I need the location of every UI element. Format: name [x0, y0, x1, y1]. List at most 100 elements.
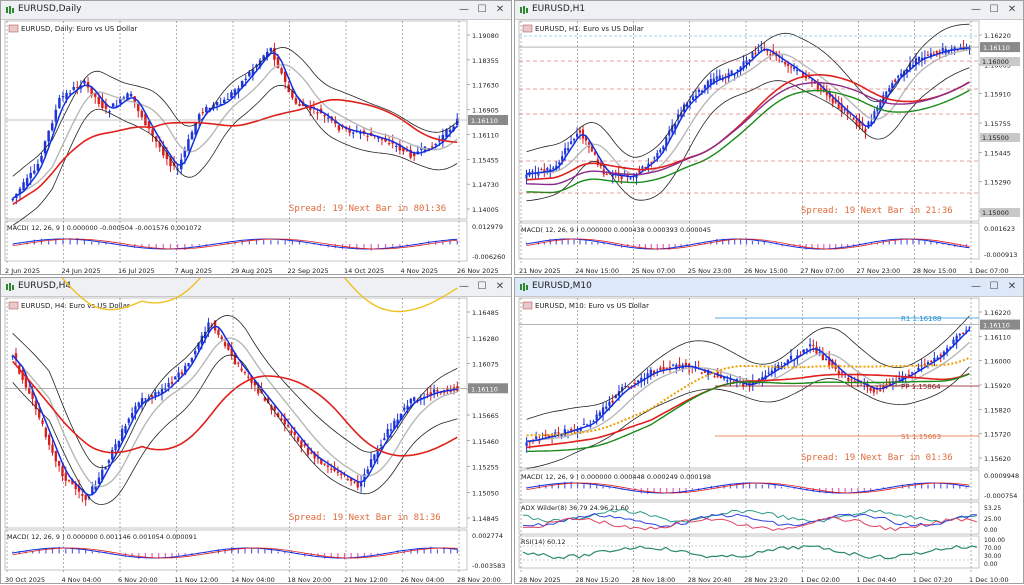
restore-button[interactable]: ☐ [989, 4, 999, 15]
candle-body [426, 394, 429, 396]
candle-body [438, 140, 441, 142]
chart-window-m10[interactable]: EURUSD,M10 — ☐ ✕ EURUSD, M10: Euro vs US… [514, 277, 1024, 584]
macd-histogram-bar [573, 239, 575, 245]
price-tag-label: 1.15500 [982, 134, 1009, 142]
parabolic-sar [526, 356, 970, 437]
macd-histogram-bar [399, 244, 401, 248]
candle-body [197, 342, 200, 349]
adx-label: ADX Wilder(8) 36.79 24.96 21.60 [521, 504, 629, 512]
chart-window-h1[interactable]: EURUSD,H1 — ☐ ✕ EURUSD, H1: Euro vs US D… [514, 0, 1024, 275]
macd-histogram-bar [603, 242, 605, 245]
candle-body [656, 153, 659, 158]
minimize-button[interactable]: — [459, 4, 469, 15]
candle-body [801, 71, 805, 76]
price-axis-label: 1.18355 [472, 57, 499, 65]
rsi-label: RSI(14) 60.12 [521, 538, 566, 546]
current-price-tag [468, 383, 508, 394]
close-button[interactable]: ✕ [495, 281, 505, 292]
candle-body [369, 459, 373, 468]
macd-histogram-bar [632, 244, 635, 248]
candle-body [291, 91, 294, 98]
close-button[interactable]: ✕ [1007, 281, 1017, 292]
minimize-button[interactable]: — [971, 4, 981, 15]
macd-histogram-bar [551, 484, 553, 489]
candle-body [936, 357, 939, 360]
candle-body [953, 46, 956, 50]
candle-body [961, 332, 965, 334]
macd-histogram-bar [356, 244, 358, 250]
macd-histogram-bar [377, 244, 379, 249]
candle-body [550, 434, 554, 438]
macd-axis-label: 0.012979 [472, 223, 503, 231]
candle-body [353, 481, 356, 483]
candle-body [104, 467, 107, 470]
candle-body [312, 106, 316, 108]
candle-body [247, 376, 250, 378]
candle-body [864, 128, 867, 133]
candle-body [955, 335, 958, 343]
candle-body [177, 372, 180, 378]
title-bar[interactable]: EURUSD,Daily — ☐ ✕ [1, 1, 511, 20]
macd-histogram-bar [436, 549, 439, 554]
macd-histogram-bar [337, 553, 339, 559]
candle-body [624, 386, 627, 388]
candle-body [333, 467, 336, 471]
price-tag-label: 1.15000 [982, 209, 1009, 217]
macd-histogram-bar [942, 242, 944, 245]
candle-body [952, 339, 955, 345]
macd-histogram-bar [678, 488, 681, 493]
price-chart[interactable]: EURUSD, H4: Euro vs US Dollar 30 Oct 2025… [1, 278, 513, 585]
chart-window-daily[interactable]: EURUSD,Daily — ☐ ✕ EURUSD, Daily: Euro v… [0, 0, 512, 275]
candle-body [207, 322, 210, 332]
candle-body [68, 93, 72, 95]
chart-icon [520, 283, 528, 291]
price-chart[interactable]: EURUSD, M10: Euro vs US Dollar 28 Nov 202… [515, 278, 1024, 585]
candle-body [137, 402, 140, 407]
macd-histogram-bar [264, 548, 266, 554]
adx-line [522, 513, 977, 528]
macd-line [526, 238, 970, 250]
title-bar[interactable]: EURUSD,H1 — ☐ ✕ [515, 1, 1023, 20]
pivot-label: S1 1.15663 [901, 433, 941, 441]
candle-body [430, 146, 434, 148]
time-axis-label: 25 Nov 07:00 [632, 267, 676, 275]
candle-body [44, 427, 48, 438]
candle-body [564, 148, 567, 155]
macd-histogram-bar [650, 244, 652, 249]
macd-histogram-bar [105, 242, 107, 245]
macd-histogram-bar [946, 484, 948, 489]
macd-histogram-bar [58, 546, 60, 554]
title-bar[interactable]: EURUSD,M10 — ☐ ✕ [515, 278, 1023, 297]
candle-body [706, 80, 709, 88]
restore-button[interactable]: ☐ [989, 281, 999, 292]
macd-histogram-bar [538, 484, 540, 489]
window-title: EURUSD,H4 [18, 281, 72, 291]
symbol-label: EURUSD, H1: Euro vs US Dollar [535, 25, 644, 33]
candle-body [761, 376, 764, 380]
candle-body [452, 126, 455, 131]
rsi-axis-label: 70.00 [984, 545, 1001, 552]
price-chart[interactable]: EURUSD, Daily: Euro vs US Dollar 2 Jun 20… [1, 1, 513, 276]
candle-body [573, 139, 576, 141]
close-button[interactable]: ✕ [1007, 4, 1017, 15]
close-button[interactable]: ✕ [495, 4, 505, 15]
minimize-button[interactable]: — [971, 281, 981, 292]
price-chart[interactable]: EURUSD, H1: Euro vs US Dollar 21 Nov 2025… [515, 1, 1024, 276]
macd-histogram-bar [924, 240, 926, 245]
macd-histogram-bar [555, 239, 557, 245]
minimize-button[interactable]: — [459, 281, 469, 292]
restore-button[interactable]: ☐ [477, 4, 487, 15]
candle-body [678, 364, 681, 368]
candle-body [897, 75, 900, 78]
candle-body [773, 367, 777, 372]
candle-body [377, 137, 380, 139]
candle-body [167, 383, 170, 387]
macd-histogram-bar [423, 548, 425, 554]
restore-button[interactable]: ☐ [477, 281, 487, 292]
candle-body [668, 130, 671, 136]
macd-histogram-bar [420, 244, 422, 246]
candle-body [543, 169, 546, 173]
title-bar[interactable]: EURUSD,H4 — ☐ ✕ [1, 278, 511, 297]
chart-window-h4[interactable]: EURUSD,H4 — ☐ ✕ EURUSD, H4: Euro vs US D… [0, 277, 512, 584]
time-axis-label: 26 Nov 04:00 [401, 576, 445, 584]
